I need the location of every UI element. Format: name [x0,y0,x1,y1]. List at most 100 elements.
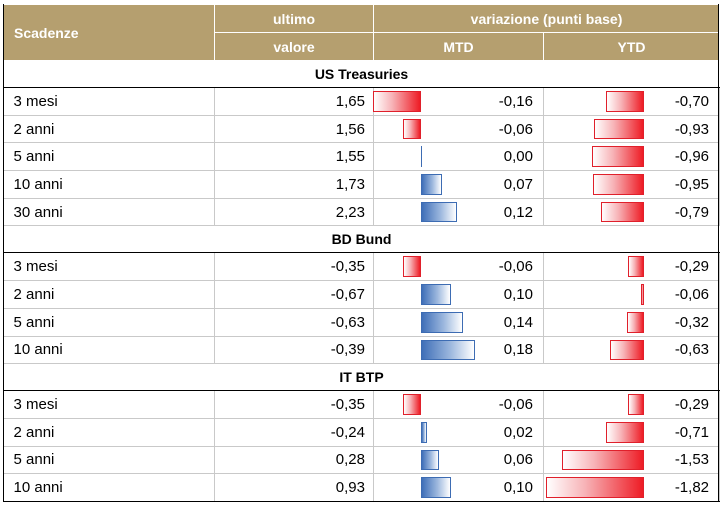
mtd-value: 0,07 [503,175,533,193]
mtd-cell: 0,14 [373,308,544,337]
mtd-bar [421,174,442,195]
yield-table-container: Scadenze ultimo variazione (punti base) … [3,4,721,502]
mtd-value: 0,14 [503,313,533,331]
last-value: 0,93 [214,473,374,502]
yield-table: Scadenze ultimo variazione (punti base) … [3,4,721,502]
table-body: US Treasuries 3 mesi 1,65 -0,16 -0,70 2 anni 1… [3,60,721,502]
header-ultimo: ultimo [214,4,374,33]
mtd-value: 0,10 [503,479,533,497]
last-value: 1,56 [214,115,374,144]
last-value: 1,65 [214,87,374,116]
table-row: 2 anni -0,24 0,02 -0,71 [3,418,721,447]
table-row: 3 mesi 1,65 -0,16 -0,70 [3,87,721,116]
table-row: 5 anni 0,28 0,06 -1,53 [3,446,721,475]
mtd-bar [403,394,421,415]
mtd-cell: -0,06 [373,252,544,282]
maturity-label: 5 anni [3,142,215,172]
mtd-value: -0,16 [498,92,533,110]
ytd-value: -0,63 [674,341,710,359]
mtd-value: 0,00 [503,148,533,166]
section-header: BD Bund [3,225,720,254]
table-row: 10 anni -0,39 0,18 -0,63 [3,336,721,365]
mtd-bar [421,339,475,361]
ytd-bar [610,339,644,361]
section-header: IT BTP [3,363,720,392]
maturity-label: 3 mesi [3,252,215,282]
mtd-value: 0,02 [503,423,533,441]
mtd-cell: -0,16 [373,87,544,116]
ytd-cell: -0,93 [543,115,721,144]
maturity-label: 5 anni [3,308,215,337]
mtd-cell: 0,07 [373,170,544,199]
ytd-cell: -0,96 [543,142,721,172]
ytd-value: -0,29 [674,258,710,276]
ytd-cell: -1,53 [543,446,721,475]
maturity-label: 30 anni [3,198,215,227]
section-title: BD Bund [3,225,720,254]
ytd-bar [606,91,644,112]
maturity-label: 10 anni [3,170,215,199]
table-row: 2 anni -0,67 0,10 -0,06 [3,280,721,309]
ytd-value: -0,32 [674,313,710,331]
header-mtd: MTD [373,32,544,61]
mtd-bar [403,118,421,140]
ytd-cell: -0,29 [543,252,721,282]
mtd-cell: 0,10 [373,473,544,502]
table-row: 30 anni 2,23 0,12 -0,79 [3,198,721,227]
ytd-cell: -0,63 [543,336,721,365]
mtd-cell: 0,18 [373,336,544,365]
ytd-value: -0,06 [674,285,710,303]
table-row: 3 mesi -0,35 -0,06 -0,29 [3,252,721,282]
mtd-bar [421,311,463,333]
header-scadenze: Scadenze [3,4,215,61]
ytd-bar [640,284,644,305]
last-value: 1,55 [214,142,374,172]
maturity-label: 2 anni [3,280,215,309]
table-row: 3 mesi -0,35 -0,06 -0,29 [3,390,721,419]
header-valore: valore [214,32,374,61]
ytd-bar [592,146,644,168]
mtd-bar [421,201,457,223]
last-value: -0,24 [214,418,374,447]
mtd-value: -0,06 [498,258,533,276]
last-value: -0,35 [214,252,374,282]
ytd-value: -0,95 [674,175,710,193]
last-value: -0,35 [214,390,374,419]
maturity-label: 5 anni [3,446,215,475]
ytd-cell: -0,06 [543,280,721,309]
mtd-cell: 0,12 [373,198,544,227]
table-row: 2 anni 1,56 -0,06 -0,93 [3,115,721,144]
section-header: US Treasuries [3,60,720,88]
maturity-label: 3 mesi [3,390,215,419]
maturity-label: 2 anni [3,418,215,447]
ytd-bar [601,201,644,223]
maturity-label: 10 anni [3,336,215,365]
last-value: -0,63 [214,308,374,337]
ytd-value: -1,53 [674,451,710,469]
table-header: Scadenze ultimo variazione (punti base) … [3,4,721,61]
mtd-bar [373,91,421,112]
maturity-label: 3 mesi [3,87,215,116]
section-title: IT BTP [3,363,720,392]
mtd-value: 0,18 [503,341,533,359]
section-title: US Treasuries [3,60,720,88]
maturity-label: 10 anni [3,473,215,502]
ytd-cell: -0,95 [543,170,721,199]
ytd-value: -0,29 [674,396,710,414]
mtd-cell: -0,06 [373,115,544,144]
ytd-bar [592,174,644,195]
mtd-cell: 0,06 [373,446,544,475]
table-row: 10 anni 1,73 0,07 -0,95 [3,170,721,199]
ytd-value: -1,82 [674,479,710,497]
mtd-cell: 0,10 [373,280,544,309]
mtd-bar [421,146,422,168]
last-value: 2,23 [214,198,374,227]
mtd-value: 0,12 [503,203,533,221]
ytd-bar [605,421,644,443]
ytd-cell: -0,70 [543,87,721,116]
ytd-cell: -1,82 [543,473,721,502]
last-value: -0,67 [214,280,374,309]
ytd-value: -0,71 [674,423,710,441]
ytd-cell: -0,79 [543,198,721,227]
table-row: 5 anni 1,55 0,00 -0,96 [3,142,721,172]
